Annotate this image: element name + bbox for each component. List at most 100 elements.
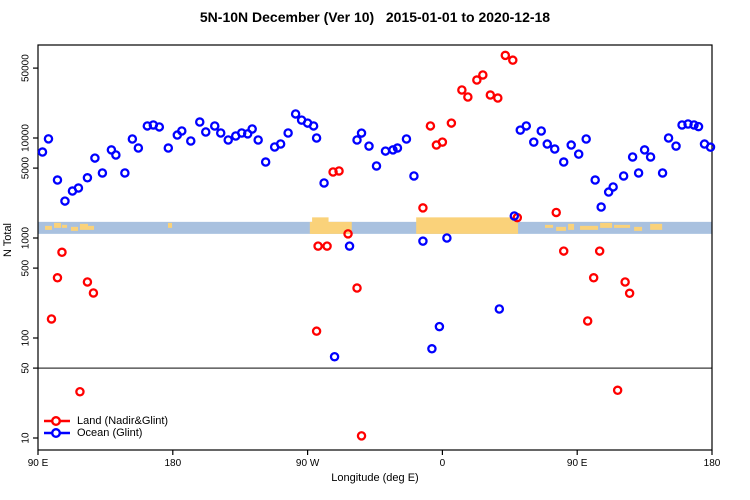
map-strip-land-speck [556, 226, 566, 231]
y-tick-label: 1000 [21, 226, 32, 249]
ocean-point [392, 143, 403, 153]
ocean-point [596, 202, 606, 212]
ocean-point [521, 121, 532, 131]
land-point [620, 277, 630, 287]
map-strip-land-patch [312, 217, 329, 234]
ocean-point [127, 134, 138, 144]
ocean-point [247, 124, 257, 134]
ocean-point [639, 145, 650, 155]
y-tick-label: 10 [21, 432, 32, 444]
map-strip-land-speck [61, 224, 68, 228]
x-axis-label: Longitude (deg E) [331, 472, 419, 484]
ocean-point [253, 135, 263, 145]
ocean-point [693, 121, 704, 132]
ocean-point [427, 344, 437, 354]
ocean-point [509, 211, 520, 221]
map-strip-land-speck [600, 222, 613, 228]
land-point [88, 288, 99, 298]
ocean-point [356, 128, 367, 138]
land-point [313, 241, 323, 251]
ocean-point [120, 168, 130, 178]
land-point [508, 55, 518, 65]
ocean-point [657, 168, 668, 178]
y-tick-label: 50000 [21, 54, 32, 82]
ocean-point [201, 127, 211, 137]
ocean-point [260, 157, 271, 167]
land-point [612, 385, 623, 396]
land-point [322, 241, 332, 251]
ocean-point [209, 121, 220, 131]
ocean-point [186, 136, 196, 146]
y-tick-label: 50 [21, 362, 32, 374]
land-point [463, 92, 473, 102]
map-strip-land-speck [70, 226, 78, 231]
ocean-point [627, 152, 638, 162]
land-point [478, 70, 488, 80]
ocean-point [542, 139, 552, 149]
y-tick-label: 5000 [21, 157, 32, 180]
ocean-point [283, 128, 293, 138]
ocean-point [671, 141, 681, 151]
ocean-point [352, 135, 362, 145]
ocean-point [364, 141, 374, 151]
x-tick-label: 90 W [296, 458, 320, 469]
map-strip-land-speck [580, 225, 599, 230]
ocean-point [663, 133, 674, 143]
ocean-point [37, 147, 48, 157]
map-strip-land-speck [650, 223, 663, 230]
ocean-point [409, 171, 419, 181]
plot-frame [37, 44, 713, 451]
ocean-point [705, 142, 716, 152]
land-point [57, 247, 67, 258]
ocean-point [442, 233, 452, 243]
map-strip-land-speck [45, 225, 52, 230]
map-strip-land-speck [79, 223, 89, 230]
land-point [472, 75, 482, 85]
ocean-point [536, 126, 547, 136]
ocean-point [590, 175, 600, 185]
ocean-point [90, 153, 100, 163]
ocean-point [344, 241, 355, 251]
map-strip-land-speck [168, 222, 173, 228]
ocean-point [215, 128, 226, 138]
ocean-point [380, 146, 391, 156]
land-point [52, 273, 63, 283]
map-strip-land-speck [54, 222, 62, 228]
land-point [624, 288, 635, 299]
ocean-point [558, 157, 569, 167]
map-strip-ocean [38, 221, 712, 234]
land-point [582, 316, 593, 326]
land-point [343, 229, 353, 239]
ocean-point [618, 171, 629, 181]
ocean-point [608, 182, 618, 192]
legend-marker-land [51, 416, 62, 427]
map-strip-land-speck [614, 224, 631, 228]
land-point [485, 90, 496, 100]
ocean-point [645, 152, 656, 162]
ocean-point [573, 149, 584, 159]
land-point [418, 203, 428, 213]
ocean-point [223, 135, 233, 145]
ocean-point [633, 168, 644, 178]
land-point [352, 283, 362, 293]
map-strip-land-speck [88, 225, 95, 230]
chart-title: 5N-10N December (Ver 10) 2015-01-01 to 2… [199, 9, 551, 25]
land-point [356, 431, 367, 441]
ocean-point [133, 143, 144, 153]
land-point [551, 207, 561, 218]
ocean-point [82, 173, 93, 183]
land-point [425, 121, 436, 131]
map-strip-land-speck [568, 223, 575, 230]
legend-marker-ocean [51, 428, 62, 439]
land-point [500, 50, 511, 61]
ocean-point [515, 125, 526, 135]
map-strip-land-patch [309, 221, 352, 234]
x-tick-label: 180 [704, 458, 721, 469]
y-tick-label: 10000 [21, 124, 32, 152]
land-point [437, 137, 448, 147]
map-strip-land-patch [416, 217, 519, 234]
ocean-point [434, 321, 445, 332]
ocean-point [549, 144, 560, 154]
land-point [82, 277, 93, 287]
